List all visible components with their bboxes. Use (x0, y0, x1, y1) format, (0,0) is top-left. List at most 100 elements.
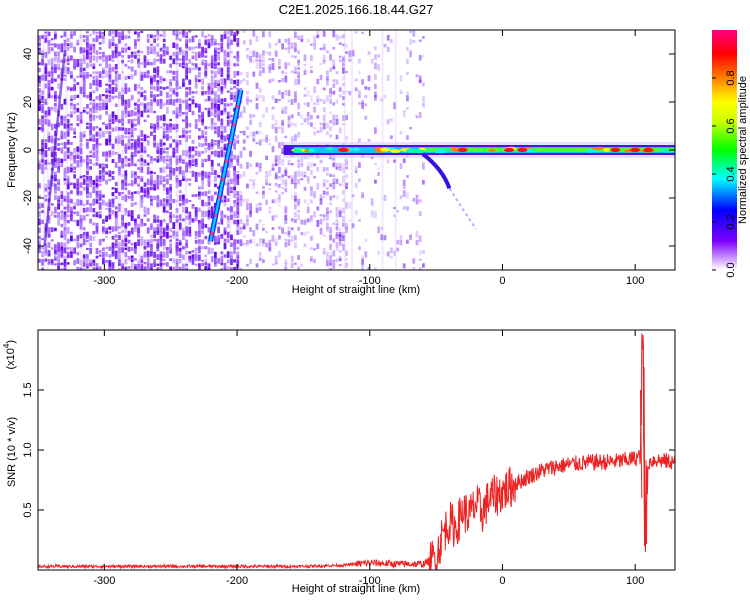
noise-cell (70, 106, 73, 109)
noise-cell (169, 191, 172, 196)
noise-cell (316, 183, 320, 190)
noise-cell (54, 206, 57, 214)
noise-cell (220, 110, 224, 116)
noise-cell (313, 190, 316, 196)
snr-x-label: Height of straight line (km) (292, 583, 420, 595)
noise-cell (159, 158, 163, 162)
noise-cell (255, 207, 259, 213)
noise-cell (66, 118, 70, 124)
noise-cell (50, 211, 54, 217)
noise-cell (342, 83, 345, 87)
noise-cell (121, 179, 124, 184)
noise-cell (332, 238, 336, 243)
noise-cell (198, 226, 201, 232)
noise-cell (210, 143, 214, 148)
noise-cell (156, 223, 160, 231)
noise-cell (108, 87, 112, 94)
noise-cell (70, 251, 73, 258)
noise-cell (415, 115, 419, 119)
snr-frame (37, 329, 676, 571)
noise-cell (86, 263, 89, 267)
noise-cell (60, 103, 64, 110)
noise-cell (41, 262, 44, 265)
noise-cell (118, 203, 121, 206)
noise-cell (246, 135, 249, 139)
noise-cell (262, 95, 265, 102)
noise-cell (210, 59, 214, 62)
noise-cell (50, 262, 54, 266)
noise-cell (86, 126, 89, 129)
noise-cell (178, 203, 182, 207)
noise-cell (86, 207, 89, 213)
noise-cell (140, 162, 144, 166)
noise-cell (402, 158, 406, 163)
noise-cell (351, 223, 355, 229)
noise-cell (162, 187, 166, 191)
noise-cell (127, 75, 131, 80)
noise-cell (54, 106, 57, 113)
noise-cell (156, 86, 160, 92)
noise-cell (153, 196, 156, 201)
noise-cell (41, 90, 44, 96)
noise-cell (322, 247, 326, 250)
noise-cell (217, 130, 220, 138)
noise-cell (102, 151, 105, 157)
noise-cell (114, 103, 118, 107)
noise-cell (310, 218, 313, 222)
noise-cell (47, 87, 51, 92)
noise-cell (66, 131, 70, 137)
noise-cell (338, 183, 342, 186)
noise-cell (415, 230, 419, 238)
noise-cell (134, 55, 137, 59)
noise-cell (73, 151, 76, 155)
noise-cell (383, 43, 387, 48)
noise-cell (114, 74, 118, 81)
noise-cell (153, 74, 156, 79)
noise-cell (201, 230, 204, 235)
noise-cell (201, 175, 204, 181)
noise-cell (108, 68, 112, 73)
noise-cell (306, 206, 310, 214)
noise-cell (150, 126, 153, 129)
noise-cell (175, 75, 179, 80)
noise-cell (290, 194, 294, 200)
noise-cell (108, 207, 112, 212)
noise-cell (406, 71, 409, 75)
noise-cell (124, 99, 128, 105)
noise-cell (226, 35, 230, 43)
noise-cell (185, 111, 188, 116)
noise-cell (66, 67, 70, 72)
noise-cell (287, 119, 291, 124)
noise-cell (383, 195, 387, 201)
noise-cell (338, 207, 342, 214)
noise-cell (118, 235, 121, 240)
noise-cell (345, 174, 348, 178)
noise-cell (406, 47, 409, 51)
noise-cell (159, 75, 163, 80)
noise-cell (66, 203, 70, 208)
noise-cell (140, 50, 144, 54)
noise-cell (134, 222, 137, 229)
noise-cell (217, 258, 220, 264)
noise-cell (191, 91, 195, 94)
noise-cell (137, 98, 140, 103)
noise-cell (130, 74, 134, 80)
noise-cell (79, 215, 83, 220)
noise-cell (281, 187, 284, 190)
noise-cell (303, 243, 307, 248)
carrier-blob (308, 148, 315, 153)
noise-cell (220, 214, 224, 220)
noise-cell (342, 207, 345, 214)
noise-cell (223, 55, 227, 59)
noise-cell (121, 163, 124, 168)
noise-cell (390, 135, 393, 139)
noise-cell (41, 54, 44, 59)
noise-cell (172, 266, 176, 269)
noise-cell (338, 162, 342, 168)
noise-cell (204, 66, 208, 70)
noise-cell (121, 135, 124, 139)
noise-cell (364, 251, 368, 258)
noise-cell (92, 179, 96, 186)
noise-cell (322, 99, 326, 104)
noise-cell (175, 79, 179, 87)
